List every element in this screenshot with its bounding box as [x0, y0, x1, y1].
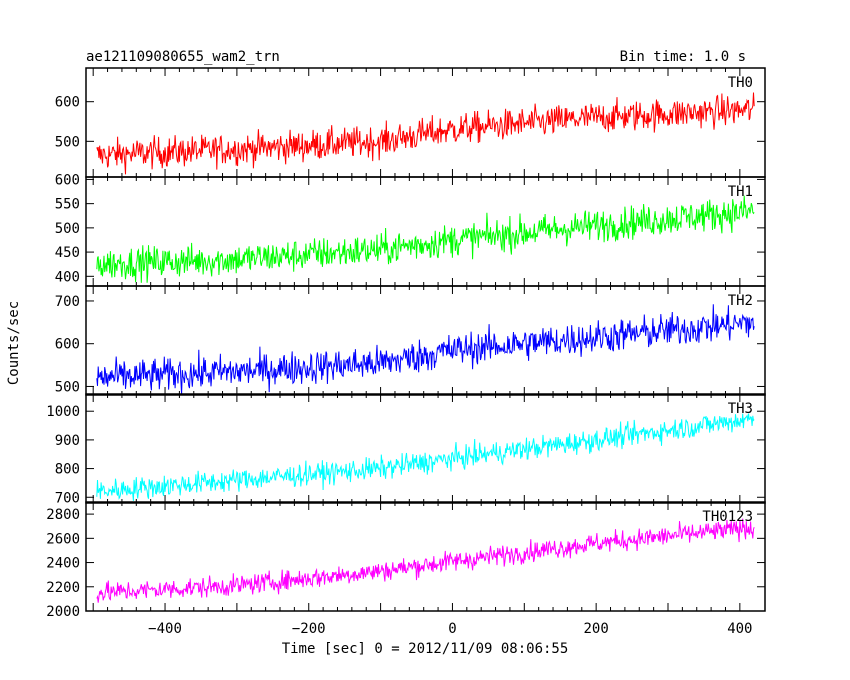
x-tick-label: −400: [148, 621, 182, 637]
series-line-th2: [96, 304, 755, 395]
y-axis-label: Counts/sec: [6, 301, 22, 385]
y-tick-label: 500: [55, 379, 80, 395]
panel-frame-th0123: [85, 501, 766, 612]
panel-label-th0: TH0: [728, 75, 753, 91]
y-tick-label: 700: [55, 490, 80, 506]
y-tick-label: 550: [55, 197, 80, 213]
panel-label-th1: TH1: [728, 184, 753, 200]
series-line-th1: [96, 195, 755, 283]
y-tick-label: 800: [55, 462, 80, 478]
panel-frame-th2: [85, 285, 766, 396]
panel-label-th2: TH2: [728, 293, 753, 309]
y-tick-label: 700: [55, 294, 80, 310]
y-tick-label: 900: [55, 433, 80, 449]
x-axis-label: Time [sec] 0 = 2012/11/09 08:06:55: [282, 641, 569, 657]
y-tick-label: 2400: [46, 556, 80, 572]
y-tick-label: 450: [55, 245, 80, 261]
series-line-th0123: [96, 518, 755, 603]
y-tick-label: 2200: [46, 580, 80, 596]
series-line-th0: [96, 92, 755, 175]
y-tick-label: 2600: [46, 531, 80, 547]
y-tick-label: 600: [55, 337, 80, 353]
y-tick-label: 2800: [46, 507, 80, 523]
series-line-th3: [96, 413, 755, 501]
panel-frame-th1: [85, 176, 766, 287]
panel-label-th0123: TH0123: [702, 509, 753, 525]
y-tick-label: 500: [55, 134, 80, 150]
y-tick-label: 2000: [46, 604, 80, 620]
x-tick-label: 0: [448, 621, 456, 637]
x-tick-label: 200: [583, 621, 608, 637]
chart-title: ae121109080655_wam2_trn: [86, 49, 280, 65]
y-tick-label: 600: [55, 95, 80, 111]
y-tick-label: 600: [55, 172, 80, 188]
y-tick-label: 1000: [46, 404, 80, 420]
panel-label-th3: TH3: [728, 401, 753, 417]
x-tick-label: −200: [292, 621, 326, 637]
panels-group: 500 600 TH0 400 450 500 550 600 TH1 500 600 700 TH2 7…: [46, 67, 766, 637]
panel-frame-th3: [85, 393, 766, 504]
y-tick-label: 500: [55, 221, 80, 237]
y-tick-label: 400: [55, 269, 80, 285]
bin-time-label: Bin time: 1.0 s: [620, 49, 746, 65]
x-tick-label: 400: [727, 621, 752, 637]
